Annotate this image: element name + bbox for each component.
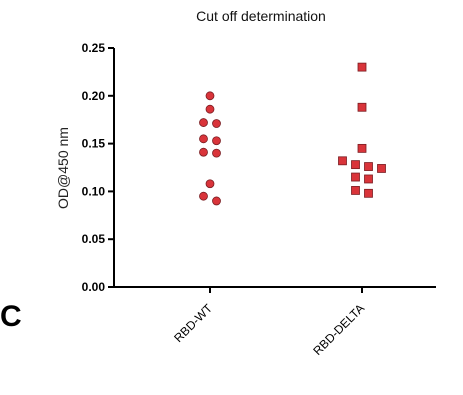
data-point-square xyxy=(357,62,367,72)
data-point-circle xyxy=(212,136,221,146)
data-point-square xyxy=(364,162,373,171)
data-point-circle xyxy=(205,104,215,114)
data-point-square xyxy=(364,188,373,198)
y-tick-label: 0.00 xyxy=(82,280,106,294)
data-point-circle xyxy=(199,118,208,127)
data-point-circle xyxy=(199,191,208,201)
data-point-square xyxy=(364,174,373,184)
data-point-circle xyxy=(205,91,215,101)
x-category-label: RBD-WT xyxy=(171,301,215,345)
y-tick-label: 0.25 xyxy=(82,41,106,55)
data-point-square xyxy=(338,156,347,166)
chart-title: Cut off determination xyxy=(196,8,326,24)
data-point-square xyxy=(351,186,360,195)
data-point-circle xyxy=(212,119,221,128)
y-tick-label: 0.15 xyxy=(82,137,106,151)
y-tick-label: 0.10 xyxy=(82,184,106,198)
data-point-square xyxy=(351,172,360,182)
data-point-circle xyxy=(212,196,221,206)
data-point-circle xyxy=(199,134,208,144)
data-point-square xyxy=(377,164,386,173)
y-tick-label: 0.05 xyxy=(82,232,106,246)
data-point-square xyxy=(357,102,367,112)
data-points xyxy=(199,62,386,206)
data-point-square xyxy=(351,160,360,170)
axes: 0.00 0.05 0.10 0.15 0.20 0.25 RBD-WT RBD-DELTA xyxy=(82,41,436,358)
y-axis-label: OD@450 nm xyxy=(55,127,71,209)
y-tick-label: 0.20 xyxy=(82,89,106,103)
data-point-circle xyxy=(205,179,215,189)
data-point-circle xyxy=(212,148,221,158)
data-point-circle xyxy=(199,147,208,157)
x-category-label: RBD-DELTA xyxy=(310,301,367,358)
data-point-square xyxy=(357,143,367,153)
panel-letter: C xyxy=(0,300,22,333)
